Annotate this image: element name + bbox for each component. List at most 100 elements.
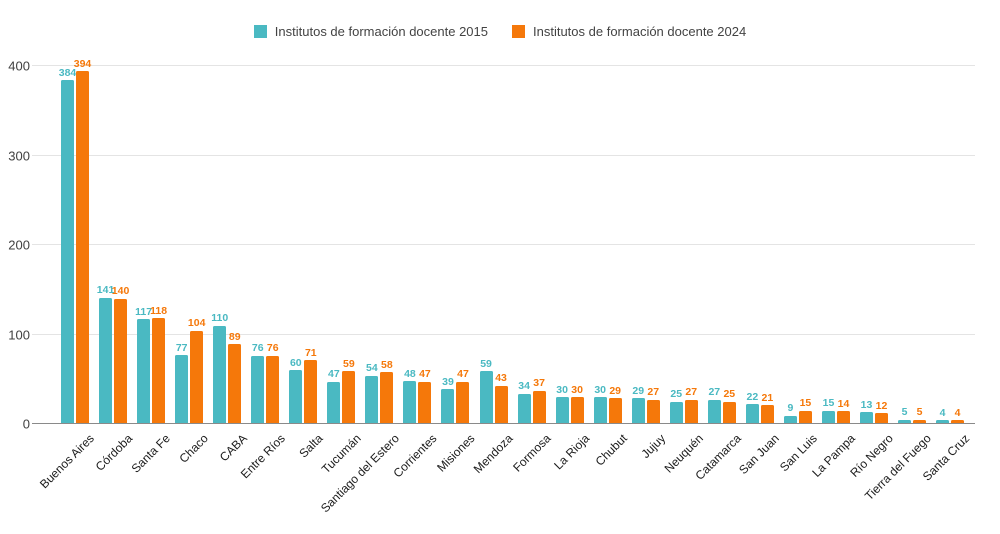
bar-2024[interactable]: 4	[951, 408, 965, 424]
y-tick-label: 400	[8, 58, 30, 74]
x-axis-label: Jujuy	[638, 431, 668, 462]
bar-group: 47 59 Tucumán	[319, 66, 364, 477]
bar-2024[interactable]: 21	[760, 393, 774, 424]
bar-group: 9 15 San Luis	[777, 66, 820, 474]
bar-group: 60 71 Salta	[284, 66, 326, 461]
bar-value-label: 141	[96, 284, 115, 297]
bar-value-label: 5	[916, 406, 923, 419]
bar-group: 141 140 Córdoba	[93, 66, 135, 473]
bar-value-label: 13	[860, 398, 873, 411]
bar-2024[interactable]: 58	[380, 360, 394, 424]
bar-2015[interactable]: 22	[745, 392, 759, 424]
y-tick-label: 200	[8, 237, 30, 253]
bar-2024[interactable]: 71	[304, 348, 318, 424]
bar-group: 29 27 Jujuy	[627, 66, 668, 461]
bar-2015[interactable]: 9	[783, 403, 797, 424]
bar-2015[interactable]: 48	[403, 369, 417, 424]
bar-2015[interactable]: 59	[479, 359, 493, 424]
bar-value-label: 47	[419, 368, 431, 381]
bar-value-label: 394	[73, 57, 92, 70]
bar-2015[interactable]: 13	[860, 400, 873, 424]
bar-2024[interactable]: 30	[570, 385, 584, 424]
bar-2015[interactable]: 5	[898, 407, 912, 424]
legend-item-2024[interactable]: Institutos de formación docente 2024	[512, 24, 746, 39]
x-axis-baseline	[32, 423, 975, 424]
bar-2015[interactable]: 54	[365, 363, 379, 424]
bar-value-label: 5	[901, 406, 908, 419]
bar-2015[interactable]: 384	[59, 68, 76, 424]
bar-2024[interactable]: 14	[836, 399, 850, 424]
bar-2024[interactable]: 25	[722, 389, 736, 424]
x-axis-label: Buenos Aires	[37, 431, 98, 492]
bar-2015[interactable]: 25	[669, 389, 683, 424]
bar-2015[interactable]: 60	[289, 358, 303, 424]
bar-2024[interactable]: 5	[913, 407, 927, 424]
bar-2015[interactable]: 4	[936, 408, 950, 424]
bar-2015[interactable]: 30	[555, 385, 569, 424]
x-axis-label: La Rioja	[550, 431, 592, 473]
bar-2024[interactable]: 47	[418, 369, 432, 424]
bar-group: 76 76 Entre Ríos	[237, 66, 287, 481]
bar-2015[interactable]: 141	[97, 285, 114, 424]
bar-2015[interactable]: 39	[441, 377, 455, 424]
x-axis-label: Chubut	[592, 431, 630, 469]
bar-group: 15 14 La Pampa	[810, 66, 859, 480]
bar-2024[interactable]: 43	[494, 373, 508, 424]
bar-2024[interactable]: 140	[112, 286, 129, 424]
bar-2024[interactable]: 394	[74, 59, 91, 424]
bar-group: 48 47 Corrientes	[391, 66, 440, 481]
bar-2024[interactable]: 37	[532, 378, 546, 424]
bar-value-label: 118	[150, 304, 168, 317]
bar-2024[interactable]: 27	[684, 387, 698, 424]
bar-2015[interactable]: 27	[707, 387, 721, 424]
bar-2024[interactable]: 76	[266, 343, 280, 424]
bar-2015[interactable]: 117	[135, 307, 152, 424]
x-axis-label: Chaco	[176, 431, 212, 466]
bar-2015[interactable]: 76	[251, 343, 265, 424]
y-tick-label: 0	[22, 416, 30, 432]
bar-2024[interactable]: 12	[875, 401, 888, 424]
bar-value-label: 22	[746, 390, 759, 403]
x-axis-label: CABA	[216, 431, 250, 465]
bar-2015[interactable]: 30	[593, 385, 607, 424]
bar-2024[interactable]: 104	[188, 318, 205, 424]
bar-value-label: 48	[404, 367, 416, 380]
bar-value-label: 25	[670, 388, 683, 401]
bar-value-label: 71	[304, 346, 317, 359]
bar-value-label: 25	[723, 388, 736, 401]
bar-group: 22 21 San Juan	[736, 66, 782, 477]
bar-2024[interactable]: 59	[342, 359, 356, 424]
y-tick-label: 300	[8, 148, 30, 163]
bar-2024[interactable]: 89	[228, 332, 242, 424]
bar-group: 77 104 Chaco	[170, 66, 211, 466]
bar-value-label: 4	[939, 406, 946, 419]
bar-2015[interactable]: 15	[821, 398, 835, 424]
bar-2024[interactable]: 27	[646, 387, 660, 424]
bar-value-label: 15	[822, 397, 835, 410]
bar-value-label: 34	[518, 380, 530, 393]
x-axis-label: Misiones	[434, 431, 478, 475]
bar-value-label: 47	[457, 368, 469, 381]
legend-swatch-2024-icon	[512, 25, 525, 38]
x-axis-label: Mendoza	[470, 431, 516, 477]
bar-2015[interactable]: 47	[327, 369, 341, 424]
bar-value-label: 9	[787, 402, 794, 415]
bar-2024[interactable]: 15	[798, 398, 812, 424]
bar-value-label: 37	[533, 377, 545, 390]
bar-value-label: 29	[632, 384, 645, 397]
legend-label-2024: Institutos de formación docente 2024	[533, 24, 747, 39]
bar-2024[interactable]: 47	[456, 369, 470, 424]
bar-2015[interactable]: 110	[211, 313, 228, 424]
bars-row: 384 394 Buenos Aires 141 140 Córdoba 117 118 San…	[37, 59, 975, 515]
bar-group: 4 4 Santa Cruz	[920, 66, 972, 484]
bar-value-label: 54	[366, 362, 378, 375]
bar-2015[interactable]: 77	[175, 343, 189, 424]
x-axis-label: Córdoba	[92, 431, 136, 474]
bar-2024[interactable]: 118	[150, 306, 167, 424]
bar-2015[interactable]: 34	[517, 381, 531, 424]
bar-2024[interactable]: 29	[608, 386, 622, 424]
bar-value-label: 14	[837, 397, 850, 410]
bar-2015[interactable]: 29	[631, 386, 645, 424]
legend-item-2015[interactable]: Institutos de formación docente 2015	[253, 24, 488, 39]
